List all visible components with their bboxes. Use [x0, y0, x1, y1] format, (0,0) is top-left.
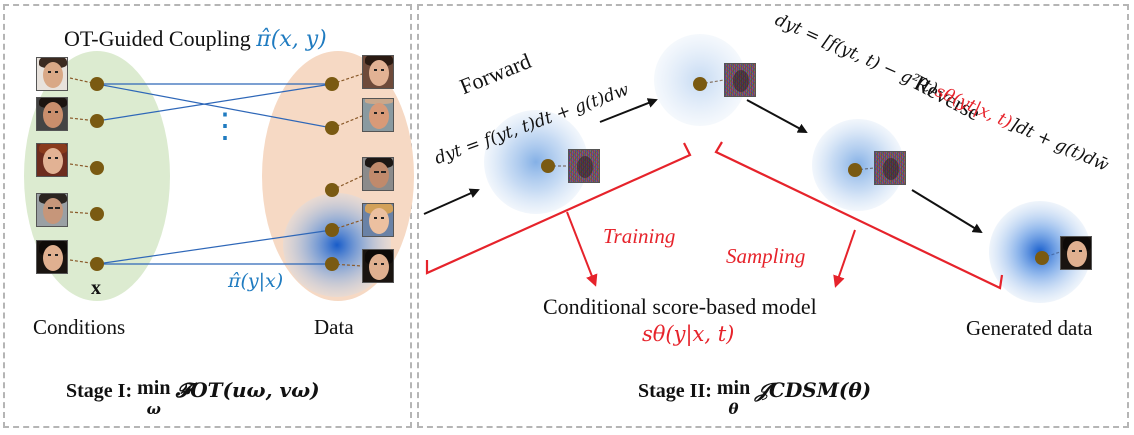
data-face-5	[362, 249, 394, 283]
condition-face-1	[36, 57, 68, 91]
coupling-pi: π̂(x, y)	[256, 27, 327, 52]
stage1-panel	[3, 4, 412, 428]
model-label: Conditional score-based model	[543, 294, 817, 319]
stage1-prefix: Stage I:	[66, 380, 138, 402]
model-formula: sθ(y|x, t)	[642, 322, 735, 346]
data-face-1	[362, 55, 394, 89]
coupling-title-text: OT-Guided Coupling	[64, 26, 257, 51]
data-face-4	[362, 203, 394, 237]
noisy-face-reverse	[874, 151, 906, 185]
noise-image-top	[724, 63, 756, 97]
condition-face-2	[36, 97, 68, 131]
data-face-3	[362, 157, 394, 191]
stage1-min-sub: ω	[146, 400, 161, 418]
data-nodes	[325, 77, 339, 271]
sampling-bracket	[714, 141, 1004, 290]
stage2-panel	[417, 4, 1129, 428]
ellipsis: ⋮	[208, 108, 242, 145]
data-face-2	[362, 98, 394, 132]
stage2-objective: Stage II: min θ 𝒥CDSM(θ)	[638, 378, 871, 419]
stage2-min: min	[716, 377, 751, 399]
stage2-formula: 𝒥CDSM(θ)	[755, 378, 872, 402]
condition-face-5	[36, 240, 68, 274]
conditional-coupling-label: π̂(y|x)	[228, 270, 284, 292]
generated-face	[1060, 236, 1092, 270]
condition-face-3	[36, 143, 68, 177]
stage1-min: min	[137, 377, 171, 399]
condition-nodes	[90, 77, 104, 271]
stage1-objective: Stage I: min ω 𝓕OT(uω, vω)	[66, 378, 320, 419]
noisy-face-forward	[568, 149, 600, 183]
generated-label: Generated data	[966, 316, 1093, 340]
forward-blob	[484, 110, 588, 214]
stage1-formula: 𝓕OT(uω, vω)	[175, 378, 320, 402]
data-label: Data	[314, 315, 354, 339]
coupling-lines	[96, 83, 333, 265]
x-label: x	[91, 277, 101, 299]
diffusion-nodes	[541, 77, 1049, 265]
training-bracket	[425, 142, 692, 275]
sampling-label: Sampling	[726, 244, 806, 268]
process-arrows	[423, 98, 983, 234]
condition-face-4	[36, 193, 68, 227]
red-arrows	[566, 211, 856, 288]
training-label: Training	[603, 224, 676, 248]
conditions-label: Conditions	[33, 315, 126, 339]
stage2-min-sub: θ	[728, 400, 739, 418]
stage2-prefix: Stage II:	[638, 380, 717, 402]
coupling-title: OT-Guided Coupling π̂(x, y)	[64, 26, 327, 52]
